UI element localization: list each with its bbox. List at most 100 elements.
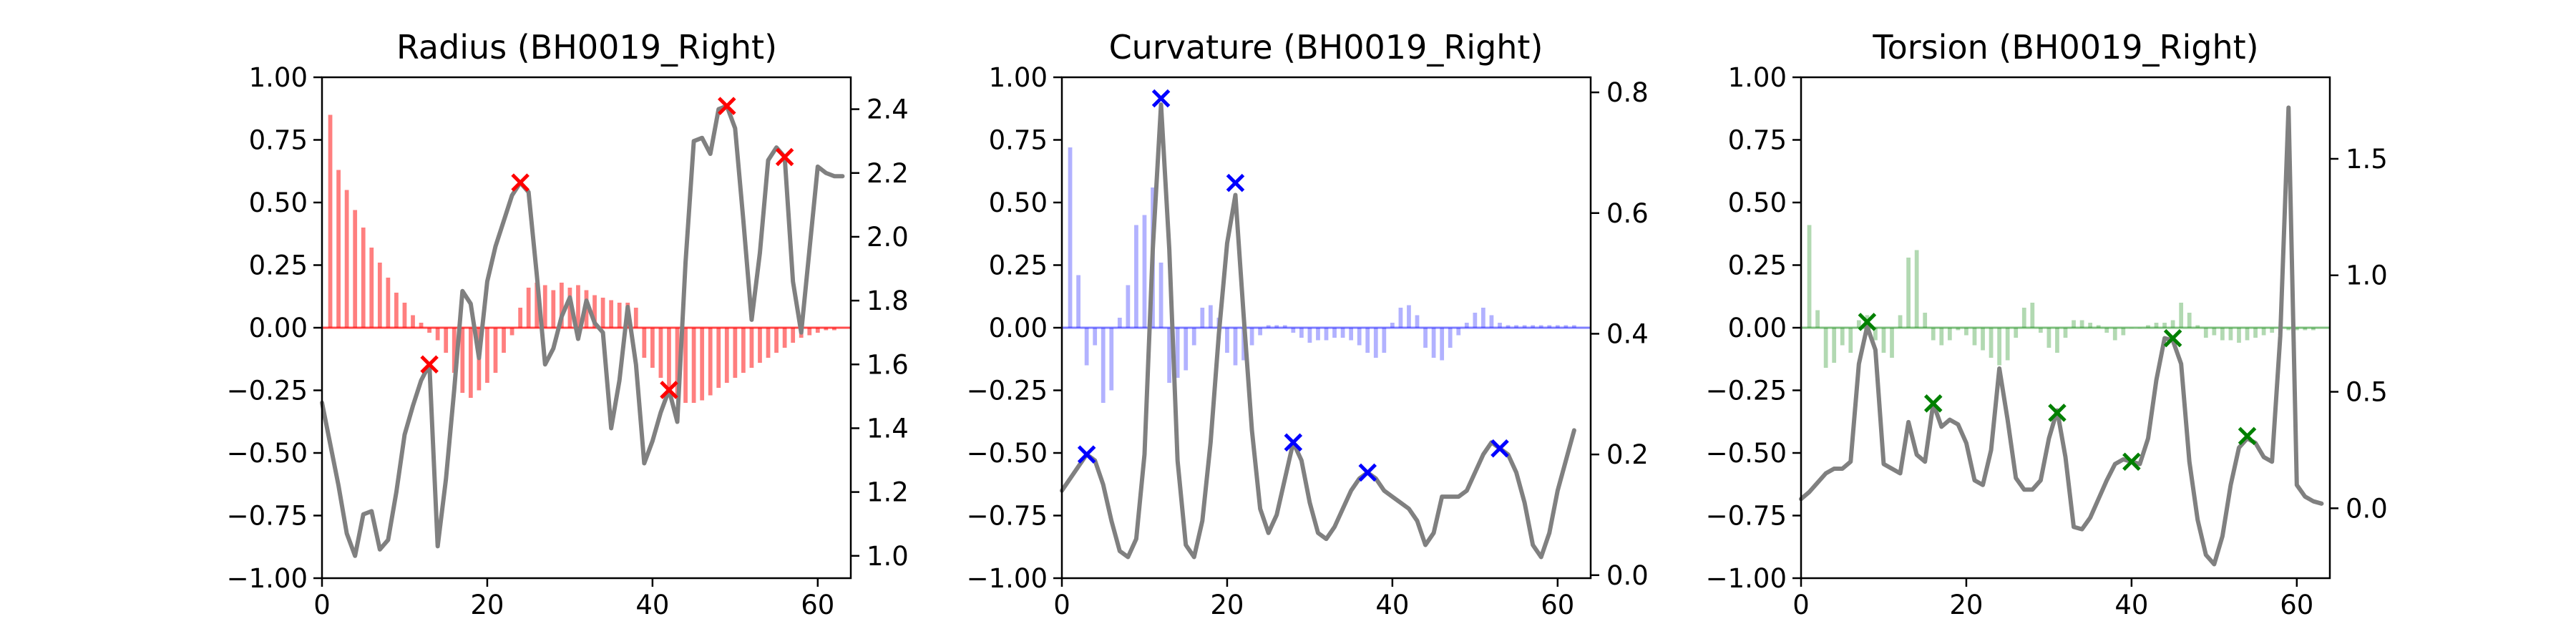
bar xyxy=(1423,328,1428,348)
bar xyxy=(2014,328,2019,338)
panel-radius: Radius (BH0019_Right) 0 20 40 60 −1.00 −0.75 −… xyxy=(227,28,909,620)
y-left-tick-label: 0.75 xyxy=(249,125,308,156)
x-tick-label: 40 xyxy=(635,590,669,620)
bar xyxy=(353,210,358,328)
bar xyxy=(1547,325,1552,328)
bar xyxy=(1126,285,1131,328)
bar xyxy=(1266,325,1271,328)
bar xyxy=(402,303,407,328)
bar xyxy=(1407,305,1411,328)
bar xyxy=(542,285,547,328)
chart-title: Torsion (BH0019_Right) xyxy=(1872,28,2258,67)
line-series xyxy=(320,104,845,558)
bar xyxy=(2212,328,2217,336)
y-left-tick-label: −0.75 xyxy=(227,501,308,532)
y-left-tick-label: 0.25 xyxy=(1728,250,1787,281)
bar xyxy=(427,328,431,333)
y-left-tick-label: 0.75 xyxy=(989,125,1048,156)
line-series xyxy=(1799,105,2324,567)
bar xyxy=(1134,225,1138,328)
y-right-tick-label: 0.5 xyxy=(2346,377,2388,408)
bar xyxy=(824,328,829,331)
bar xyxy=(452,328,457,373)
bar xyxy=(2195,325,2200,328)
peak-markers xyxy=(1858,313,2257,471)
bar xyxy=(485,328,489,383)
y-left-tick-label: −1.00 xyxy=(227,563,308,594)
bar xyxy=(724,328,729,383)
bar xyxy=(1522,325,1527,328)
bar xyxy=(2237,328,2241,343)
bar xyxy=(1299,328,1304,338)
line-series xyxy=(1060,102,1576,560)
axes: 0 20 40 60 −1.00 −0.75 −0.50 −0.25 0.00 0.25 0.50 0… xyxy=(967,62,1649,620)
bar xyxy=(2112,328,2117,341)
peak-marker xyxy=(2122,452,2141,471)
y-left-tick-label: −0.25 xyxy=(227,376,308,406)
bar xyxy=(1390,323,1395,328)
y-left-tick-label: −0.75 xyxy=(1706,501,1787,532)
x-tick-label: 20 xyxy=(1949,590,1983,620)
y-left-tick-label: 0.00 xyxy=(989,313,1048,343)
bar xyxy=(551,290,556,328)
bar xyxy=(361,228,366,328)
bar xyxy=(1531,325,1536,328)
bar xyxy=(419,323,424,328)
bar xyxy=(1440,328,1445,361)
y-left-tick-label: −0.50 xyxy=(1706,438,1787,469)
y-left-tick-label: 0.25 xyxy=(989,250,1048,281)
bar xyxy=(411,315,415,328)
bar xyxy=(1249,328,1254,346)
marker-stroke xyxy=(1358,463,1377,482)
x-tick-label: 60 xyxy=(801,590,834,620)
x-tick-label: 0 xyxy=(1053,590,1070,620)
bar xyxy=(1175,328,1180,378)
bar xyxy=(509,328,514,336)
bar xyxy=(815,328,820,333)
marker-stroke xyxy=(1077,445,1096,464)
peak-markers xyxy=(1077,89,1509,482)
y-right-tick-label: 0.0 xyxy=(1606,560,1649,591)
bar xyxy=(1076,275,1080,328)
bar xyxy=(1563,325,1568,328)
bar xyxy=(1142,215,1147,328)
bar xyxy=(691,328,696,403)
bar xyxy=(675,328,680,398)
bar xyxy=(2063,328,2068,338)
y-right-tick-label: 0.2 xyxy=(1606,439,1649,470)
y-left-tick-label: −0.50 xyxy=(227,438,308,469)
bar xyxy=(2303,328,2308,331)
bar xyxy=(1972,328,1977,346)
peak-marker xyxy=(1858,313,1877,331)
bar xyxy=(2261,328,2266,336)
bar xyxy=(1481,308,1485,328)
x-tick-label: 40 xyxy=(1375,590,1409,620)
bar xyxy=(782,328,787,348)
y-right-tick-label: 0.8 xyxy=(1606,77,1649,108)
bar xyxy=(1398,308,1403,328)
bar xyxy=(2038,328,2043,333)
marker-stroke xyxy=(1284,433,1303,452)
y-right-tick-label: 1.5 xyxy=(2346,144,2388,175)
bar xyxy=(468,328,473,398)
marker-stroke xyxy=(2048,404,2067,422)
bar xyxy=(1856,320,1861,328)
peak-marker xyxy=(1077,445,1096,464)
y-left-tick-label: 0.00 xyxy=(1728,313,1787,343)
bar xyxy=(758,328,762,363)
bar xyxy=(1538,325,1543,328)
x-tick-label: 20 xyxy=(470,590,504,620)
bar xyxy=(1084,328,1089,366)
bar xyxy=(1200,308,1205,328)
peak-marker xyxy=(511,173,530,192)
peak-marker xyxy=(1226,173,1245,192)
y-right-tick-label: 0.0 xyxy=(2346,493,2388,524)
marker-stroke xyxy=(2238,426,2257,446)
bar xyxy=(1890,328,1894,358)
axes: 0 20 40 60 −1.00 −0.75 −0.50 −0.25 0.00 0.25 0.50 0… xyxy=(1706,62,2388,620)
bar xyxy=(2162,323,2167,328)
y-left-tick-label: −1.00 xyxy=(1706,563,1787,594)
peak-marker xyxy=(1151,89,1171,108)
peak-marker xyxy=(718,97,736,115)
peak-marker xyxy=(1358,463,1377,482)
